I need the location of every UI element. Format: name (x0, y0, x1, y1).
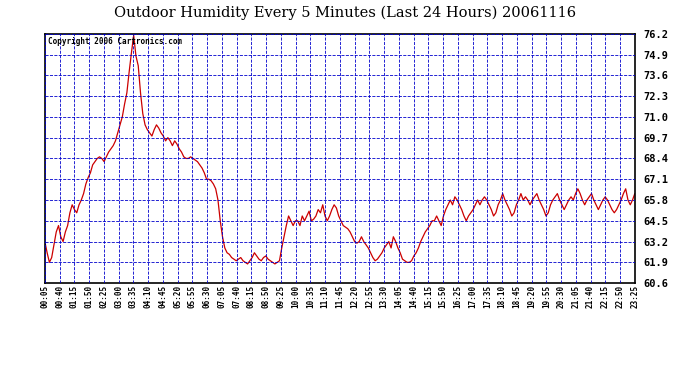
Text: Copyright 2006 Cartronics.com: Copyright 2006 Cartronics.com (48, 38, 182, 46)
Text: Outdoor Humidity Every 5 Minutes (Last 24 Hours) 20061116: Outdoor Humidity Every 5 Minutes (Last 2… (114, 6, 576, 20)
